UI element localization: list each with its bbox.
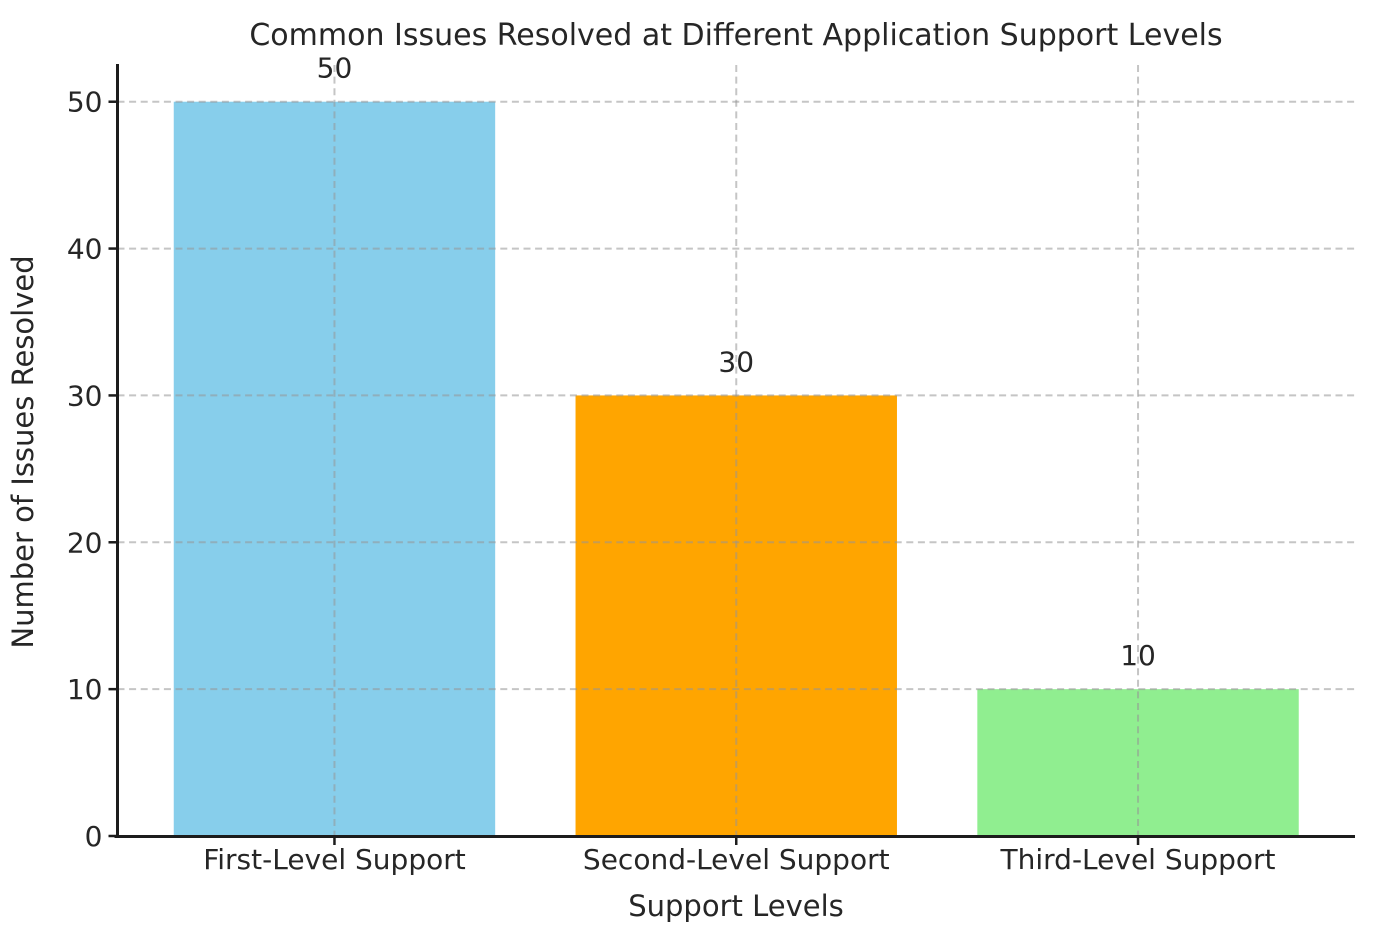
x-tick-label: Third-Level Support [1000,843,1276,876]
x-tick-label: Second-Level Support [583,843,890,876]
axes-layer [108,64,1355,845]
x-tick-label: First-Level Support [203,843,466,876]
y-axis-label: Number of Issues Resolved [6,255,40,648]
bars-layer [173,101,1299,836]
y-tick-label: 20 [67,526,103,559]
y-tick-label: 0 [85,820,103,853]
bar-value-label: 10 [1120,639,1156,672]
y-tick-label: 50 [67,86,103,119]
y-tick-label: 30 [67,379,103,412]
y-tick-label: 40 [67,233,103,266]
x-axis-label: Support Levels [628,889,844,923]
y-tick-label: 10 [67,673,103,706]
bar-value-label: 50 [317,52,353,85]
tick-labels-layer: First-Level Support 50 Second-Level Suppor… [67,52,1276,876]
bar-value-label: 30 [718,345,754,378]
bar-1 [173,101,496,836]
chart-title: Common Issues Resolved at Different Appl… [249,18,1222,53]
